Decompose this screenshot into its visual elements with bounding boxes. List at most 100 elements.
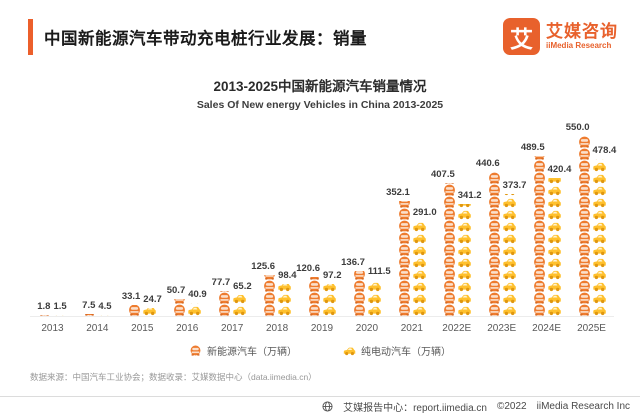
car-side-icon	[278, 292, 292, 304]
car-front-icon	[532, 268, 546, 280]
bev-bar	[233, 295, 247, 316]
car-front-icon	[577, 268, 591, 280]
car-front-icon	[532, 280, 546, 292]
car-front-icon	[487, 280, 501, 292]
car-side-icon	[547, 280, 561, 292]
car-side-icon	[592, 256, 606, 268]
car-front-icon	[352, 292, 366, 304]
footer-copyright: ©2022	[497, 401, 527, 412]
car-front-icon	[532, 232, 546, 244]
x-axis-label: 2018	[265, 323, 289, 334]
x-axis-label: 2014	[86, 323, 109, 334]
car-side-icon	[322, 292, 336, 304]
bev-bar	[143, 308, 157, 316]
car-front-icon	[442, 280, 456, 292]
car-front-icon	[532, 196, 546, 208]
car-side-icon	[592, 280, 606, 292]
value-label: 77.7	[211, 276, 231, 288]
car-front-icon	[577, 304, 591, 316]
car-front-icon	[487, 196, 501, 208]
car-front-icon	[532, 220, 546, 232]
page-footer: 艾媒报告中心：report.iimedia.cn ©2022 iiMedia R…	[0, 396, 640, 416]
bar-group	[352, 271, 381, 316]
car-side-icon	[457, 256, 471, 268]
car-side-icon	[502, 196, 516, 208]
car-front-icon	[532, 208, 546, 220]
car-front-icon	[307, 304, 321, 316]
value-label: 550.0	[565, 122, 590, 133]
car-front-icon	[442, 256, 456, 268]
car-side-icon	[367, 304, 381, 316]
x-axis-label: 2025E	[577, 323, 606, 334]
chart-column: 125.6 98.4 2018	[251, 117, 300, 334]
legend-item-bev: 纯电动汽车（万辆）	[343, 343, 451, 358]
bar-group	[218, 291, 247, 316]
chart-column: 7.5 4.5 2014	[75, 117, 120, 334]
car-front-icon	[487, 304, 501, 316]
car-side-icon	[412, 256, 426, 268]
car-front-icon	[487, 208, 501, 220]
car-front-icon	[218, 292, 232, 304]
car-front-icon	[263, 280, 277, 292]
car-front-icon	[352, 271, 366, 280]
car-front-icon	[577, 196, 591, 208]
x-axis-label: 2016	[176, 323, 199, 334]
value-label: 489.5	[520, 141, 545, 153]
car-side-icon	[367, 292, 381, 304]
bar-group	[128, 305, 157, 316]
logo-name-cn: 艾媒咨询	[546, 21, 618, 41]
car-side-icon	[412, 304, 426, 316]
nev-bar	[577, 136, 591, 316]
car-side-icon	[592, 160, 606, 172]
car-front-icon	[442, 208, 456, 220]
nev-bar	[352, 271, 366, 316]
car-front-icon	[442, 292, 456, 304]
x-axis-label: 2013	[41, 323, 64, 334]
legend-item-nev: 新能源汽车（万辆）	[189, 343, 297, 358]
nev-bar	[263, 275, 277, 316]
car-front-icon	[532, 184, 546, 196]
car-front-icon	[487, 172, 501, 184]
car-side-icon	[322, 284, 336, 292]
car-front-icon	[577, 244, 591, 256]
car-front-icon	[577, 136, 591, 148]
car-front-icon	[532, 244, 546, 256]
chart-column: 352.1 291.0 2021	[386, 117, 437, 334]
chart-header: 2013-2025中国新能源汽车销量情况 Sales Of New energy…	[0, 75, 640, 111]
car-side-icon	[322, 304, 336, 316]
car-front-icon	[397, 232, 411, 244]
bev-bar	[457, 204, 471, 316]
car-side-icon	[412, 280, 426, 292]
car-side-icon	[592, 196, 606, 208]
car-front-icon	[487, 220, 501, 232]
bar-group	[307, 277, 336, 316]
car-front-icon	[307, 280, 321, 292]
car-side-icon	[547, 256, 561, 268]
title-accent-bar	[28, 18, 33, 55]
x-axis-label: 2024E	[532, 323, 562, 334]
x-axis-label: 2017	[221, 323, 244, 334]
car-front-icon	[577, 256, 591, 268]
bar-group	[532, 156, 561, 316]
value-label: 125.6	[251, 260, 276, 272]
value-label: 1.8	[37, 301, 51, 312]
car-front-icon	[218, 304, 232, 316]
bar-group	[397, 201, 426, 316]
value-label: 65.2	[233, 280, 252, 292]
bev-bar	[278, 284, 292, 316]
car-side-icon	[412, 232, 426, 244]
car-side-icon	[592, 172, 606, 184]
car-front-icon	[307, 292, 321, 304]
car-front-icon	[173, 304, 187, 316]
car-side-icon	[457, 280, 471, 292]
bar-group	[577, 136, 606, 316]
bev-bar	[322, 284, 336, 316]
car-side-icon	[502, 208, 516, 220]
car-front-icon	[532, 256, 546, 268]
car-front-icon	[442, 232, 456, 244]
x-axis-label: 2023E	[487, 323, 517, 334]
chart-subtitle: Sales Of New energy Vehicles in China 20…	[196, 99, 444, 111]
car-side-icon	[547, 244, 561, 256]
car-front-icon	[487, 232, 501, 244]
value-label: 341.2	[457, 190, 482, 202]
